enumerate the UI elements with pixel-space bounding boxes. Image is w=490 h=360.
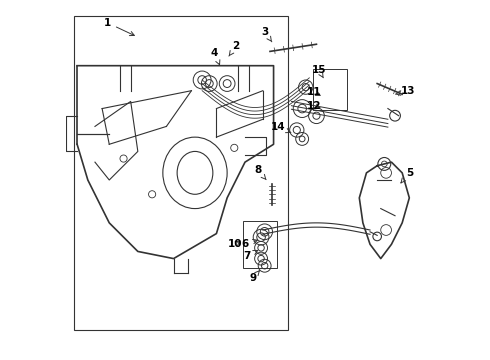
Text: 3: 3 bbox=[261, 27, 272, 42]
Text: 4: 4 bbox=[211, 48, 220, 65]
Text: 7: 7 bbox=[244, 251, 258, 261]
Text: 6: 6 bbox=[242, 239, 257, 249]
Text: 10: 10 bbox=[228, 239, 243, 249]
Text: 1: 1 bbox=[104, 18, 134, 36]
Text: 15: 15 bbox=[311, 65, 326, 78]
Text: 13: 13 bbox=[395, 86, 416, 96]
Text: 2: 2 bbox=[229, 41, 240, 56]
Bar bbox=[74, 16, 288, 330]
Bar bbox=[243, 221, 277, 267]
Text: 8: 8 bbox=[254, 165, 266, 180]
Text: 11: 11 bbox=[307, 87, 321, 98]
Text: 12: 12 bbox=[307, 101, 321, 111]
Bar bbox=[313, 69, 347, 111]
Text: 5: 5 bbox=[401, 168, 413, 183]
Text: 14: 14 bbox=[271, 122, 291, 133]
Text: 9: 9 bbox=[249, 271, 259, 283]
